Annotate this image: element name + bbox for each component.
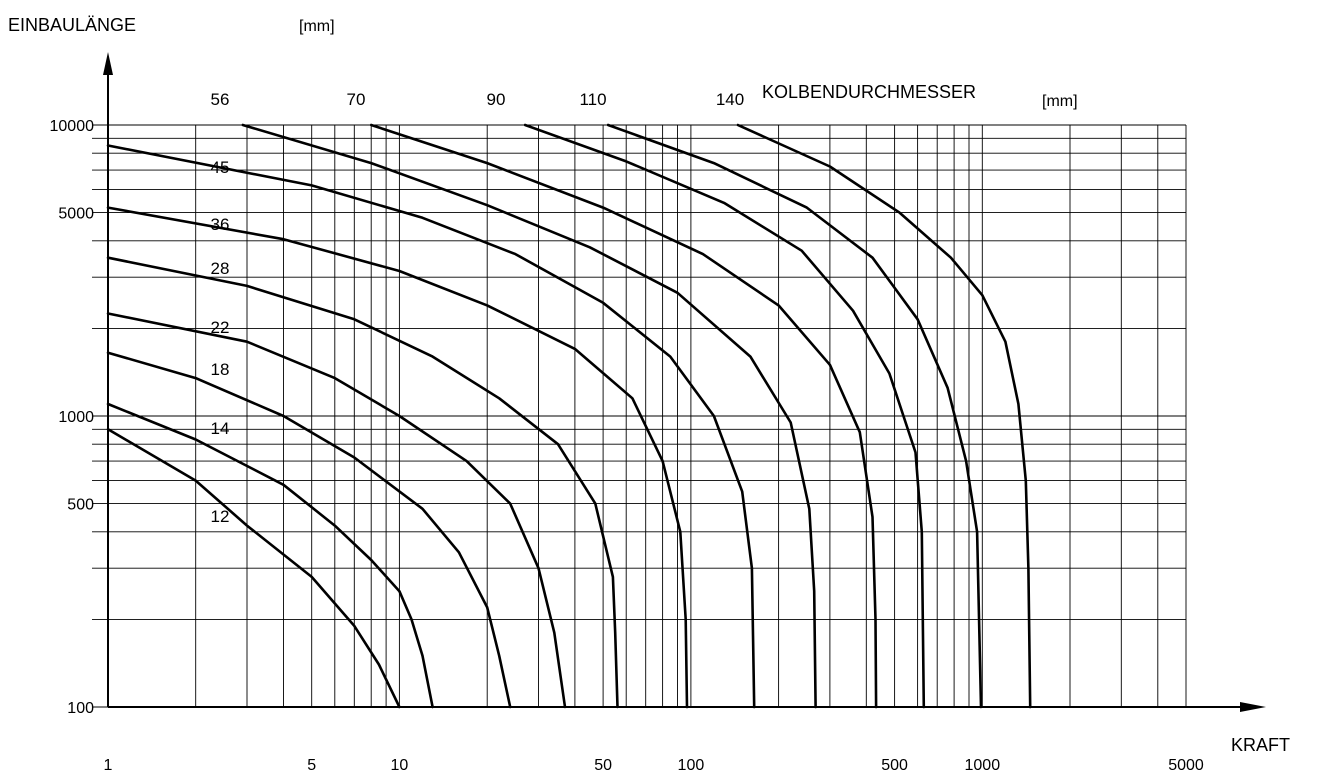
x-tick-label: 10 [391,757,409,771]
series-label-36: 36 [211,215,230,234]
curve-piston-22 [106,312,567,709]
y-tick-label: 1000 [58,409,94,426]
series-label-14: 14 [211,419,230,438]
series-label-28: 28 [211,259,230,278]
curves [106,123,1032,709]
series-label-140: 140 [716,90,744,109]
series-label-110: 110 [579,90,606,109]
series-label-45: 45 [211,158,230,177]
curve-piston-90 [523,123,926,709]
series-group-unit: [mm] [1042,93,1078,110]
series-group-title: KOLBENDURCHMESSER [762,82,976,102]
axes [103,52,1266,712]
series-label-70: 70 [347,90,366,109]
curve-piston-56 [241,123,817,709]
x-axis-title: KRAFT [1231,735,1290,755]
x-tick-label: 100 [678,757,705,771]
grid [92,124,1187,708]
x-tick-label: 5 [307,757,316,771]
y-tick-label: 5000 [58,206,94,223]
curve-piston-140 [736,123,1032,709]
x-tick-label: 50 [594,757,612,771]
x-tick-label: 1 [104,757,113,771]
curve-piston-45 [106,144,756,709]
series-label-12: 12 [211,507,230,526]
curve-piston-14 [106,402,434,709]
curve-piston-28 [106,256,619,709]
series-label-22: 22 [211,318,230,337]
series-label-18: 18 [211,360,230,379]
curve-piston-36 [106,206,689,709]
curve-piston-18 [106,351,512,709]
curve-piston-70 [369,123,878,709]
series-label-90: 90 [487,90,506,109]
y-tick-label: 100 [67,700,94,717]
x-tick-label: 1000 [965,757,1001,771]
y-tick-label: 10000 [50,118,95,135]
y-axis-title: EINBAULÄNGE [8,15,136,35]
y-tick-label: 500 [67,497,94,514]
x-tick-label: 500 [881,757,908,771]
series-labels: 12 14 18 22 28 36 45 56 70 90 110 140 [211,90,745,526]
y-axis-unit: [mm] [299,18,335,35]
x-tick-label: 5000 [1168,757,1204,771]
tick-labels: 1 5 10 50 100 500 1000 5000 100 500 1000 5000 10000 [50,118,1204,771]
curve-piston-110 [606,123,983,709]
series-label-56: 56 [211,90,230,109]
y-axis-arrow [103,52,113,75]
x-axis-arrow [1240,702,1266,712]
curve-piston-12 [106,428,401,709]
